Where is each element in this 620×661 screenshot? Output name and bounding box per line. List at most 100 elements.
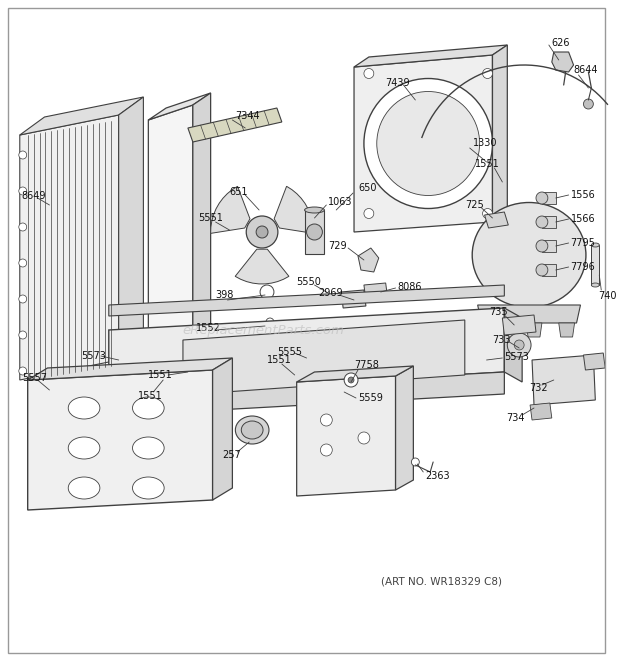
Polygon shape: [28, 358, 233, 380]
Circle shape: [19, 223, 27, 231]
Polygon shape: [396, 366, 414, 490]
Polygon shape: [559, 323, 575, 337]
Text: 1551: 1551: [267, 355, 292, 365]
Circle shape: [507, 333, 531, 357]
Ellipse shape: [591, 283, 600, 287]
Polygon shape: [583, 353, 605, 370]
Polygon shape: [492, 45, 507, 222]
Text: (ART NO. WR18329 C8): (ART NO. WR18329 C8): [381, 576, 502, 587]
Ellipse shape: [68, 477, 100, 499]
Polygon shape: [20, 97, 143, 135]
Polygon shape: [358, 248, 379, 272]
Ellipse shape: [472, 202, 586, 307]
Text: 1552: 1552: [196, 323, 221, 333]
Polygon shape: [108, 372, 504, 416]
Ellipse shape: [241, 421, 263, 439]
Text: 5557: 5557: [22, 373, 46, 383]
Polygon shape: [542, 192, 556, 204]
Polygon shape: [108, 308, 504, 394]
Polygon shape: [591, 245, 600, 285]
Circle shape: [19, 259, 27, 267]
Polygon shape: [552, 52, 574, 72]
Text: 7795: 7795: [570, 238, 595, 248]
Polygon shape: [542, 216, 556, 228]
Text: 1063: 1063: [329, 197, 353, 207]
Polygon shape: [297, 366, 414, 382]
Ellipse shape: [133, 397, 164, 419]
Circle shape: [536, 264, 548, 276]
Circle shape: [260, 285, 274, 299]
Text: 2969: 2969: [319, 288, 343, 298]
Polygon shape: [193, 93, 211, 375]
Circle shape: [364, 79, 492, 208]
Circle shape: [536, 240, 548, 252]
Polygon shape: [148, 93, 211, 120]
Polygon shape: [28, 370, 213, 510]
Polygon shape: [542, 240, 556, 252]
Polygon shape: [530, 403, 552, 420]
Text: 2363: 2363: [425, 471, 450, 481]
Text: 651: 651: [229, 187, 248, 197]
Polygon shape: [502, 315, 536, 335]
Circle shape: [266, 318, 274, 326]
Text: 5559: 5559: [358, 393, 383, 403]
Text: 8649: 8649: [22, 191, 46, 201]
Polygon shape: [274, 186, 314, 233]
Text: 5551: 5551: [198, 213, 223, 223]
Polygon shape: [188, 108, 282, 142]
Text: 1330: 1330: [472, 138, 497, 148]
Polygon shape: [485, 212, 508, 228]
Ellipse shape: [68, 397, 100, 419]
Circle shape: [19, 187, 27, 195]
Text: 1551: 1551: [475, 159, 500, 169]
Text: 5555: 5555: [277, 347, 302, 357]
Text: 7439: 7439: [386, 78, 410, 88]
Polygon shape: [341, 290, 366, 308]
Text: 626: 626: [552, 38, 570, 48]
Circle shape: [348, 377, 354, 383]
Text: 8086: 8086: [397, 282, 422, 292]
Circle shape: [186, 361, 194, 369]
Polygon shape: [354, 45, 507, 67]
Polygon shape: [297, 376, 396, 496]
Text: 1551: 1551: [148, 370, 173, 380]
Circle shape: [246, 216, 278, 248]
Polygon shape: [364, 283, 388, 300]
Circle shape: [256, 226, 268, 238]
Text: 7796: 7796: [570, 262, 595, 272]
Text: 1566: 1566: [570, 214, 595, 224]
Circle shape: [19, 295, 27, 303]
Ellipse shape: [133, 437, 164, 459]
Polygon shape: [304, 210, 324, 254]
Text: 650: 650: [358, 183, 376, 193]
Text: 734: 734: [507, 413, 525, 423]
Polygon shape: [235, 249, 289, 284]
Circle shape: [536, 192, 548, 204]
Text: 257: 257: [223, 450, 241, 460]
Circle shape: [306, 224, 322, 240]
Circle shape: [358, 432, 370, 444]
Circle shape: [536, 216, 548, 228]
Text: eReplacementParts.com: eReplacementParts.com: [183, 324, 345, 337]
Polygon shape: [213, 358, 232, 500]
Polygon shape: [148, 363, 211, 387]
Circle shape: [364, 69, 374, 79]
Text: 740: 740: [598, 291, 617, 301]
Text: 729: 729: [329, 241, 347, 251]
Polygon shape: [532, 355, 595, 405]
Text: 8644: 8644: [574, 65, 598, 75]
Polygon shape: [118, 97, 143, 360]
Circle shape: [19, 367, 27, 375]
Text: 1556: 1556: [570, 190, 595, 200]
Polygon shape: [211, 186, 250, 233]
Circle shape: [482, 208, 492, 219]
Circle shape: [583, 99, 593, 109]
Polygon shape: [504, 308, 522, 382]
Polygon shape: [354, 55, 492, 232]
Ellipse shape: [591, 243, 600, 247]
Text: 5550: 5550: [297, 277, 322, 287]
Polygon shape: [148, 105, 193, 387]
Polygon shape: [484, 323, 499, 337]
Text: 1551: 1551: [138, 391, 163, 401]
Circle shape: [19, 331, 27, 339]
